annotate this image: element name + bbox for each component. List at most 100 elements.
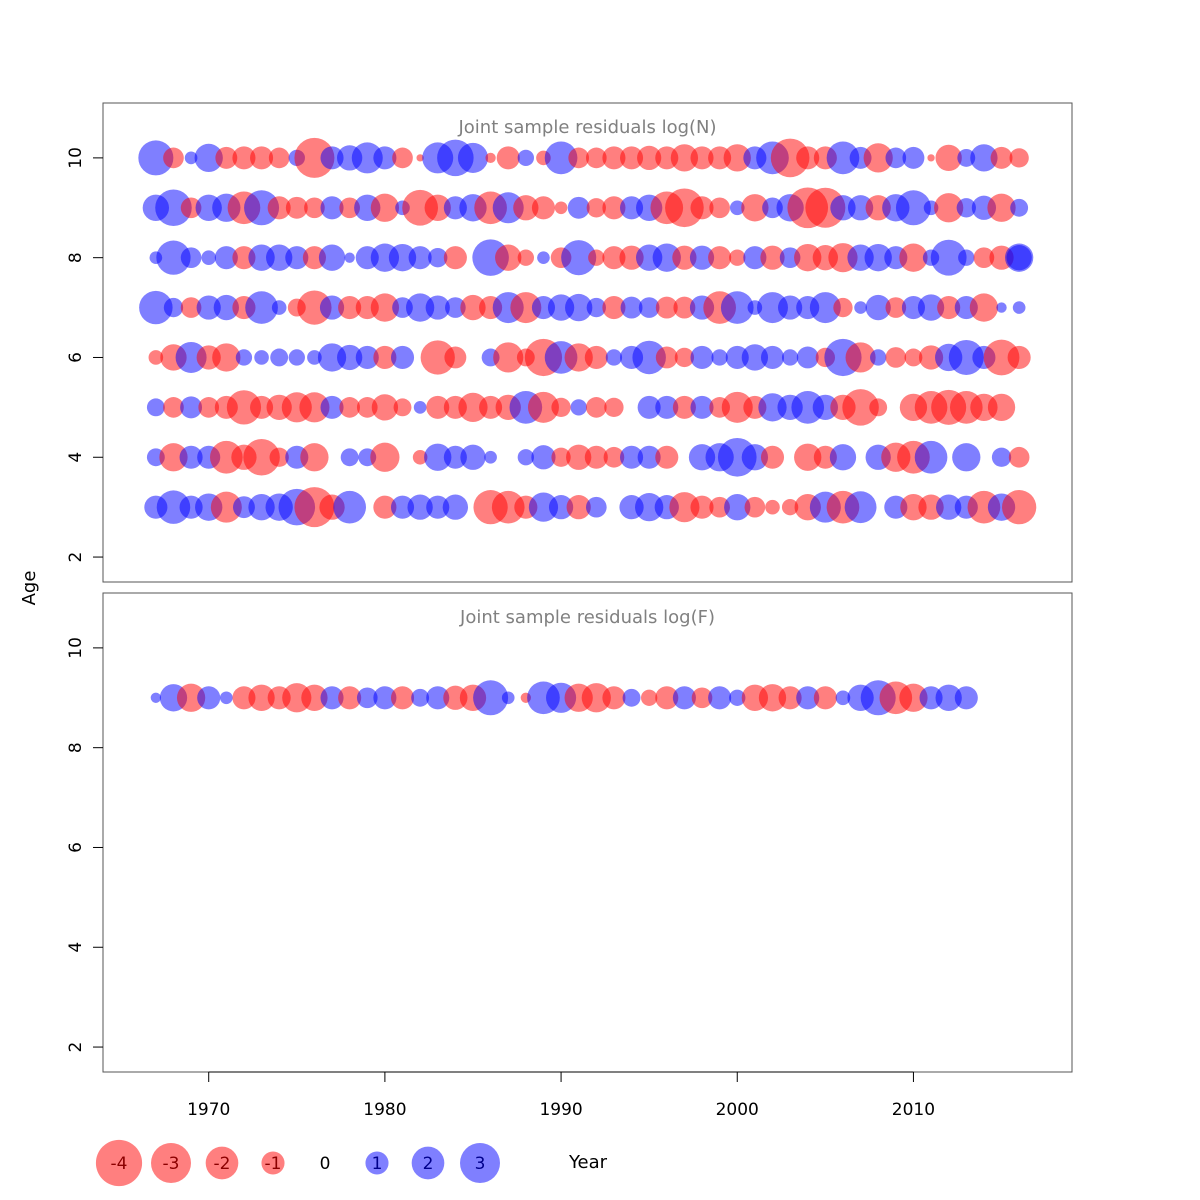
residual-bubble xyxy=(847,195,874,221)
residual-bubble xyxy=(689,245,715,270)
residual-bubble xyxy=(388,244,417,272)
residual-bubble xyxy=(990,146,1013,169)
residual-bubble xyxy=(723,144,751,172)
residual-bubble xyxy=(987,193,1016,222)
residual-bubble xyxy=(302,246,326,270)
residual-bubble xyxy=(517,449,535,466)
residual-bubble xyxy=(885,297,907,318)
residual-bubble xyxy=(743,246,767,270)
legend-label: -1 xyxy=(265,1154,282,1174)
legend: -4 -3 -2 -1 0 1 2 3 xyxy=(95,1139,500,1187)
residual-bubble xyxy=(319,295,345,320)
residual-bubble xyxy=(778,686,802,710)
residual-bubble xyxy=(655,346,678,369)
residual-bubble xyxy=(895,190,931,226)
residual-bubble xyxy=(548,495,574,520)
legend-label: -3 xyxy=(163,1154,180,1174)
residual-bubble xyxy=(270,348,289,367)
residual-bubble xyxy=(741,194,769,222)
residual-bubble xyxy=(983,339,1020,376)
residual-bubble xyxy=(351,142,383,174)
residual-bubble xyxy=(413,401,427,414)
residual-bubble xyxy=(232,246,256,270)
residual-bubble xyxy=(159,443,188,472)
residual-bubble xyxy=(356,687,378,709)
residual-bubble xyxy=(760,245,785,270)
residual-bubble xyxy=(729,689,746,706)
residual-bubble xyxy=(197,686,221,710)
residual-bubble xyxy=(620,296,643,319)
residual-bubble xyxy=(268,147,290,169)
x-tick-label: 1990 xyxy=(539,1100,582,1120)
residual-bubble xyxy=(266,244,293,271)
residual-bubble xyxy=(845,342,876,373)
residual-bubble xyxy=(443,246,467,270)
y-tick-label: 6 xyxy=(66,842,86,853)
residual-bubble xyxy=(445,297,466,318)
residual-bubble xyxy=(156,240,191,275)
residual-bubble xyxy=(919,686,943,710)
residual-bubble xyxy=(844,491,877,524)
residual-bubble xyxy=(180,197,202,219)
legend-label: -2 xyxy=(214,1154,231,1174)
panel-frame xyxy=(102,592,1073,1073)
legend-bubble xyxy=(151,1143,191,1183)
residual-bubble xyxy=(285,196,308,219)
residual-bubble xyxy=(244,190,280,226)
residual-bubble xyxy=(957,148,976,167)
residual-bubble xyxy=(180,396,203,419)
residual-bubble xyxy=(884,495,908,519)
residual-bubble xyxy=(337,344,363,371)
residual-bubble xyxy=(708,246,732,270)
residual-bubble xyxy=(619,146,644,170)
residual-bubble xyxy=(655,445,679,469)
residual-bubble xyxy=(250,146,274,170)
residual-bubble xyxy=(373,345,397,370)
residual-bubble xyxy=(320,146,344,170)
residual-bubble xyxy=(320,686,344,710)
residual-bubble xyxy=(517,249,535,266)
residual-bubble xyxy=(333,490,366,524)
residual-bubble xyxy=(796,686,820,710)
residual-bubble xyxy=(829,444,857,471)
bubbles xyxy=(150,680,978,716)
residual-bubble xyxy=(301,684,328,711)
residual-bubble xyxy=(586,297,606,318)
residual-bubble xyxy=(952,443,981,472)
residual-bubble xyxy=(902,146,925,169)
residual-bubble xyxy=(371,394,399,421)
residual-bubble xyxy=(637,395,661,419)
residual-bubble xyxy=(987,393,1016,422)
panel-frame xyxy=(102,102,1073,583)
residual-bubble xyxy=(672,245,697,270)
residual-bubble xyxy=(370,193,400,222)
residual-bubble xyxy=(813,686,837,710)
residual-bubble xyxy=(356,397,378,418)
residual-bubble xyxy=(184,151,198,165)
residual-bubble xyxy=(232,146,256,170)
residual-bubble xyxy=(340,448,359,467)
residual-bubble xyxy=(566,444,592,470)
residual-bubble xyxy=(426,495,450,519)
residual-bubble xyxy=(531,296,556,320)
x-tick-label: 2000 xyxy=(716,1100,759,1120)
panel-1: Joint sample residuals log(N) 2 4 6 8 10 xyxy=(66,102,1073,583)
residual-bubble xyxy=(904,348,923,367)
residual-bubble xyxy=(320,395,344,419)
residual-bubble xyxy=(1007,345,1031,370)
residual-bubble xyxy=(935,684,962,711)
residual-bubble xyxy=(485,152,496,164)
residual-bubble xyxy=(741,444,769,471)
residual-bubble xyxy=(155,189,192,227)
residual-bubble xyxy=(619,196,644,220)
residual-bubble xyxy=(602,296,626,320)
residual-bubble xyxy=(390,686,415,710)
legend-bubble xyxy=(95,1139,143,1187)
residual-bubble xyxy=(344,252,355,263)
residual-bubble xyxy=(373,686,397,710)
residual-bubble xyxy=(570,399,587,416)
legend-bubble xyxy=(261,1151,285,1175)
residual-bubble xyxy=(416,154,424,162)
residual-bubble xyxy=(424,443,452,471)
